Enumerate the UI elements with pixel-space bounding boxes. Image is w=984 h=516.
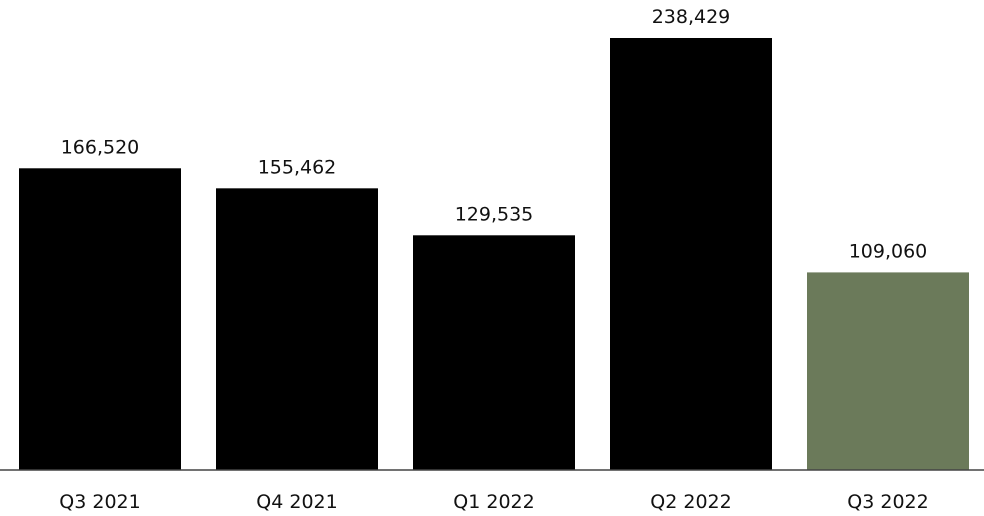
- value-labels-group: 166,520 155,462 129,535 238,429 109,060: [61, 6, 928, 262]
- x-tick-label: Q4 2021: [256, 491, 337, 513]
- value-label: 129,535: [455, 203, 534, 225]
- bar-q1-2022: [413, 235, 575, 470]
- bar-q2-2022: [610, 38, 772, 470]
- bar-q4-2021: [216, 188, 378, 471]
- x-axis-tick-labels: Q3 2021 Q4 2021 Q1 2022 Q2 2022 Q3 2022: [59, 491, 928, 513]
- bar-q3-2022: [807, 272, 969, 470]
- value-label: 109,060: [849, 240, 928, 262]
- x-tick-label: Q3 2021: [59, 491, 140, 513]
- x-tick-label: Q3 2022: [847, 491, 928, 513]
- bars-group: [19, 38, 969, 471]
- bar-q3-2021: [19, 168, 181, 470]
- x-tick-label: Q1 2022: [453, 491, 534, 513]
- x-tick-label: Q2 2022: [650, 491, 731, 513]
- value-label: 238,429: [652, 6, 731, 28]
- value-label: 166,520: [61, 136, 140, 158]
- value-label: 155,462: [258, 156, 337, 178]
